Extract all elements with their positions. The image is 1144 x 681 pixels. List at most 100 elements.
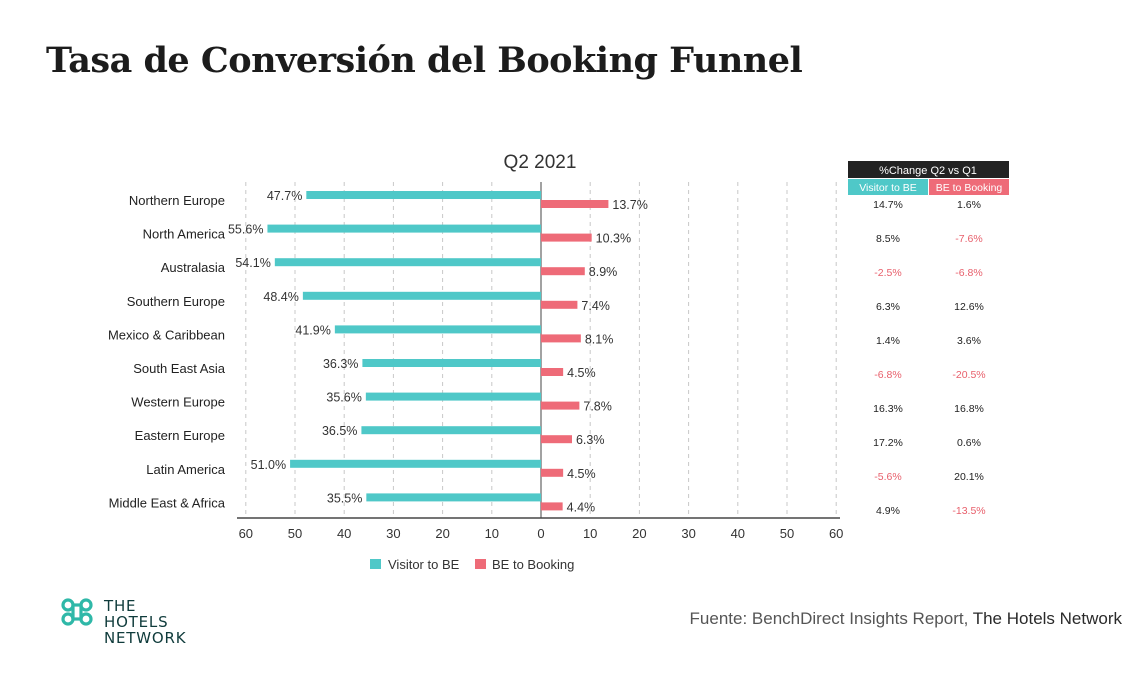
- booking-bar: [541, 368, 564, 376]
- category-label: Australasia: [161, 260, 226, 275]
- thn-logo-icon: [61, 598, 93, 626]
- visitor-value-label: 48.4%: [263, 290, 298, 304]
- table-header-visitor: Visitor to BE: [859, 182, 917, 194]
- table-cell: -6.8%: [874, 369, 901, 381]
- table-cell: 0.6%: [957, 437, 981, 449]
- brand-line-1: THE: [104, 597, 137, 615]
- booking-bar: [541, 435, 572, 444]
- x-tick-label: 60: [829, 526, 843, 541]
- legend-swatch-booking: [475, 559, 486, 569]
- visitor-value-label: 35.5%: [327, 491, 362, 505]
- table-cell: 14.7%: [873, 199, 903, 211]
- booking-value-label: 7.4%: [581, 299, 610, 313]
- booking-bar: [541, 200, 609, 208]
- category-label: Southern Europe: [127, 294, 225, 309]
- booking-value-label: 4.5%: [567, 366, 596, 380]
- visitor-bar: [361, 426, 541, 435]
- table-header-booking: BE to Booking: [936, 182, 1003, 194]
- booking-value-label: 13.7%: [612, 198, 647, 212]
- table-title-bg: [848, 161, 1009, 178]
- brand-line-3: NETWORK: [104, 629, 187, 647]
- visitor-bar: [334, 325, 541, 334]
- legend-swatch-visitor: [370, 559, 381, 569]
- visitor-bar: [302, 291, 541, 300]
- booking-bar: [541, 401, 580, 410]
- chart-title: Q2 2021: [504, 152, 577, 173]
- x-tick-label: 50: [288, 526, 302, 541]
- x-tick-label: 30: [681, 526, 695, 541]
- table-header-visitor-bg: [848, 179, 928, 195]
- visitor-bar: [362, 359, 541, 367]
- category-label: Eastern Europe: [135, 428, 225, 443]
- booking-value-label: 10.3%: [596, 232, 631, 246]
- booking-bar: [541, 267, 585, 276]
- visitor-value-label: 36.3%: [323, 357, 358, 371]
- booking-bar: [541, 468, 564, 477]
- brand-name: THE HOTELS NETWORK: [104, 598, 186, 646]
- x-tick-label: 40: [731, 526, 745, 541]
- brand-line-2: HOTELS: [104, 613, 169, 631]
- table-cell: -5.6%: [874, 471, 901, 483]
- table-cell: -13.5%: [952, 505, 985, 517]
- table-title: %Change Q2 vs Q1: [879, 165, 977, 177]
- table-cell: 6.3%: [876, 301, 900, 313]
- booking-value-label: 6.3%: [576, 433, 605, 447]
- visitor-value-label: 41.9%: [295, 323, 330, 337]
- booking-value-label: 4.4%: [567, 500, 596, 514]
- table-cell: 1.4%: [876, 335, 900, 347]
- category-label: Northern Europe: [129, 193, 225, 208]
- table-cell: 3.6%: [957, 335, 981, 347]
- bars: 47.7% 13.7% 55.6% 10.3% 54.1% 8.9% 48.4% 7.4% 41…: [228, 189, 648, 514]
- legend: Visitor to BE BE to Booking: [370, 557, 574, 572]
- booking-value-label: 8.1%: [585, 332, 614, 346]
- booking-bar: [541, 334, 581, 343]
- x-tick-label: 60: [239, 526, 253, 541]
- table-cell: 17.2%: [873, 437, 903, 449]
- booking-bar: [541, 502, 563, 511]
- legend-label-visitor: Visitor to BE: [388, 557, 460, 572]
- category-label: Western Europe: [131, 395, 225, 410]
- visitor-bar: [267, 224, 541, 233]
- bar-chart: Q2 2021 47.7% 13.7% 55.6% 10.3% 54.1% 8.9% 48.…: [108, 152, 1009, 572]
- source-org: The Hotels Network: [972, 609, 1122, 628]
- table-cell: 12.6%: [954, 301, 984, 313]
- visitor-bar: [366, 493, 541, 502]
- source-note: Fuente: BenchDirect Insights Report, The…: [690, 609, 1122, 629]
- visitor-bar: [365, 392, 541, 401]
- visitor-bar: [306, 191, 541, 199]
- x-tick-label: 20: [435, 526, 449, 541]
- visitor-bar: [274, 258, 541, 267]
- visitor-value-label: 55.6%: [228, 223, 263, 237]
- visitor-value-label: 36.5%: [322, 424, 357, 438]
- booking-bar: [541, 233, 592, 242]
- source-prefix: Fuente: BenchDirect Insights Report,: [689, 609, 969, 628]
- table-cell: -2.5%: [874, 267, 901, 279]
- x-tick-label: 0: [537, 526, 544, 541]
- category-labels: Northern Europe North America Australasia S…: [108, 193, 226, 510]
- booking-value-label: 8.9%: [589, 265, 618, 279]
- x-tick-label: 30: [386, 526, 400, 541]
- visitor-value-label: 54.1%: [235, 256, 270, 270]
- table-cell: -20.5%: [952, 369, 985, 381]
- x-tick-label: 40: [337, 526, 351, 541]
- table-cell: 1.6%: [957, 199, 981, 211]
- page-title: Tasa de Conversión del Booking Funnel: [46, 40, 803, 81]
- table-cell: -7.6%: [955, 233, 982, 245]
- table-cell: 16.3%: [873, 403, 903, 415]
- category-label: Mexico & Caribbean: [108, 327, 225, 342]
- visitor-bar: [290, 459, 541, 468]
- change-table: %Change Q2 vs Q1 Visitor to BE BE to Booki…: [848, 161, 1009, 517]
- x-axis: 60 50 40 30 20 10 0 10 20 30 40 50 60: [239, 526, 844, 541]
- table-cell: 20.1%: [954, 471, 984, 483]
- table-cell: 4.9%: [876, 505, 900, 517]
- category-label: South East Asia: [133, 361, 226, 376]
- category-label: North America: [143, 227, 226, 242]
- table-cell: -6.8%: [955, 267, 982, 279]
- table-cell: 16.8%: [954, 403, 984, 415]
- x-tick-label: 10: [583, 526, 597, 541]
- legend-label-booking: BE to Booking: [492, 557, 574, 572]
- x-tick-label: 50: [780, 526, 794, 541]
- x-tick-label: 20: [632, 526, 646, 541]
- table-header-booking-bg: [929, 179, 1009, 195]
- booking-bar: [541, 300, 578, 309]
